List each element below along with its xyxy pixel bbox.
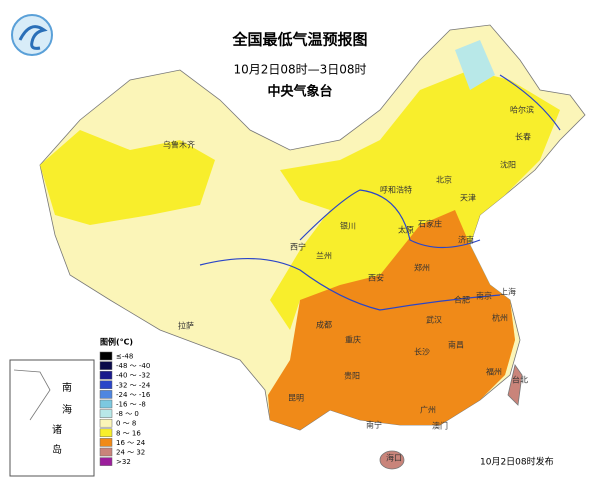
city-labels: 乌鲁木齐 拉萨 西宁 兰州 银川 呼和浩特 北京 天津 石家庄 太原 济南 郑州… (163, 105, 534, 463)
city-label: 南宁 (366, 420, 382, 430)
city-label: 乌鲁木齐 (163, 140, 195, 150)
inset-label: 南 (62, 381, 72, 394)
legend-swatch (99, 447, 113, 457)
city-label: 西安 (368, 273, 384, 283)
city-label: 杭州 (492, 313, 508, 323)
city-label: 南京 (476, 291, 492, 301)
inset: 南 海 诸 岛 (9, 359, 95, 477)
legend-swatch (99, 361, 113, 370)
legend-swatch (99, 418, 113, 428)
city-label: 沈阳 (500, 160, 516, 170)
legend-label: 16 ～ 24 (116, 439, 146, 447)
hot-region (268, 210, 515, 430)
city-label: 澳门 (432, 421, 448, 431)
legend-swatch (99, 380, 113, 390)
legend-swatch (99, 370, 113, 380)
subtitle: 10月2日08时—3日08时 (233, 63, 366, 77)
city-label: 贵阳 (344, 371, 360, 381)
city-label: 合肥 (454, 295, 470, 305)
river (299, 189, 481, 249)
legend-label: ≤-48 (116, 353, 133, 361)
legend-swatch (99, 399, 113, 409)
river (499, 74, 561, 131)
city-label: 成都 (316, 320, 332, 330)
city-label: 济南 (458, 235, 474, 245)
title: 全国最低气温预报图 (231, 31, 367, 49)
legend-label: 24 ～ 32 (116, 449, 145, 457)
legend-label: >32 (116, 458, 131, 466)
city-label: 重庆 (345, 335, 361, 345)
taiwan (507, 364, 523, 406)
city-label: 银川 (340, 221, 356, 231)
legend-label: -40 ～ -32 (116, 372, 150, 380)
legend-swatch (99, 351, 113, 361)
issuer: 中央气象台 (267, 84, 332, 100)
legend-swatch (99, 390, 113, 399)
inset-label: 诸 (52, 424, 62, 436)
city-label: 长沙 (414, 347, 430, 357)
legend-swatch (99, 438, 113, 447)
legend-swatch (99, 409, 113, 418)
legend-label: -16 ～ -8 (116, 401, 146, 409)
city-label: 拉萨 (178, 321, 194, 331)
city-label: 北京 (436, 175, 452, 185)
legend-label: -24 ～ -16 (116, 391, 151, 399)
city-label: 武汉 (426, 315, 442, 325)
city-label: 呼和浩特 (380, 185, 412, 195)
river (199, 257, 501, 311)
city-label: 哈尔滨 (510, 105, 534, 115)
legend-label: 8 ～ 16 (116, 429, 141, 437)
legend-label: -48 ～ -40 (116, 362, 150, 370)
city-label: 西宁 (290, 242, 306, 252)
city-label: 兰州 (316, 251, 332, 261)
legend-swatch (99, 457, 113, 466)
warm-region (40, 130, 215, 225)
legend-title: 图例(℃) (100, 337, 133, 347)
city-label: 昆明 (288, 394, 304, 403)
city-label: 海口 (386, 453, 402, 463)
inset-label: 海 (62, 403, 72, 416)
city-label: 天津 (460, 193, 476, 203)
legend-swatch (99, 428, 113, 438)
logo (11, 14, 53, 56)
city-label: 广州 (420, 405, 436, 415)
footer: 10月2日08时发布 (480, 456, 554, 468)
legend-label: 0 ～ 8 (116, 420, 136, 428)
city-label: 福州 (486, 368, 502, 377)
city-label: 上海 (500, 287, 516, 297)
inset-label: 岛 (52, 443, 62, 456)
legend-label: -32 ～ -24 (116, 381, 151, 389)
legend: 图例(℃) ≤-48-48 ～ -40 -40 ～ -32-32 ～ -24 -24… (99, 337, 151, 466)
city-label: 郑州 (414, 263, 430, 273)
city-label: 石家庄 (418, 219, 442, 229)
city-label: 太原 (398, 225, 414, 235)
city-label: 长春 (515, 132, 531, 142)
city-label: 南昌 (448, 340, 464, 350)
city-label: 台北 (512, 375, 528, 385)
legend-label: -8 ～ 0 (116, 410, 139, 418)
hainan (379, 450, 405, 470)
cool-region (455, 40, 495, 90)
